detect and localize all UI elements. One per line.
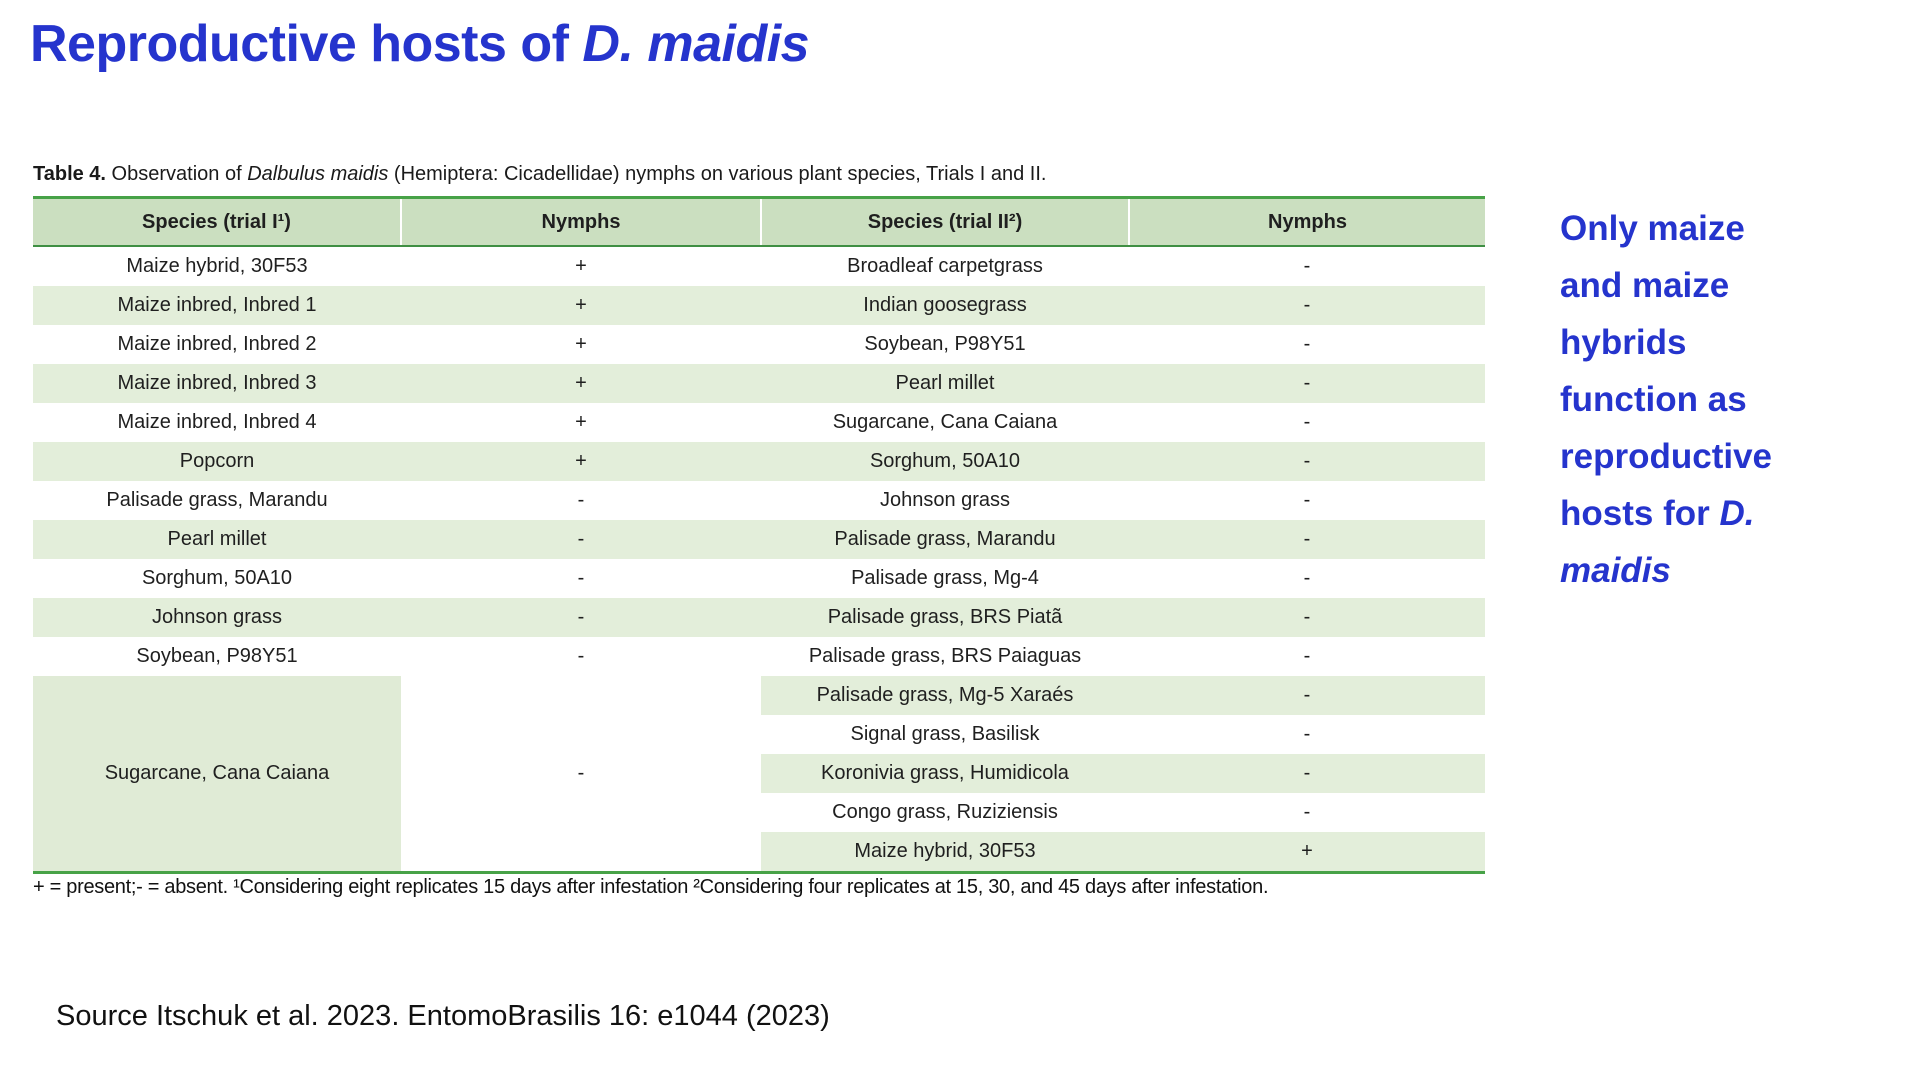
table-row: Pearl millet - Palisade grass, Marandu - [33,520,1485,559]
nymphs-trial2-cell: - [1129,520,1485,559]
page-title: Reproductive hosts of D. maidis [30,14,810,74]
species-trial2-cell: Maize hybrid, 30F53 [761,832,1129,873]
nymphs-trial2-cell: - [1129,442,1485,481]
nymphs-trial1-cell: + [401,246,761,286]
callout-species-italic: D. [1719,494,1755,533]
species-trial1-cell: Maize inbred, Inbred 2 [33,325,401,364]
species-trial1-cell: Popcorn [33,442,401,481]
species-trial1-cell: Johnson grass [33,598,401,637]
species-trial2-cell: Palisade grass, Mg-5 Xaraés [761,676,1129,715]
species-trial2-cell: Indian goosegrass [761,286,1129,325]
nymphs-trial2-cell: + [1129,832,1485,873]
nymphs-trial2-cell: - [1129,598,1485,637]
column-header-nymphs-trial1: Nymphs [400,197,761,247]
nymphs-trial1-cell: + [401,325,761,364]
species-trial1-cell: Palisade grass, Marandu [33,481,401,520]
species-trial2-cell: Pearl millet [761,364,1129,403]
table-row: Maize inbred, Inbred 4 + Sugarcane, Cana C… [33,403,1485,442]
species-trial1-cell: Maize inbred, Inbred 1 [33,286,401,325]
nymphs-trial2-cell: - [1129,364,1485,403]
table-row: Maize hybrid, 30F53 + Broadleaf carpetgras… [33,246,1485,286]
species-trial2-cell: Palisade grass, Mg-4 [761,559,1129,598]
species-trial2-cell: Johnson grass [761,481,1129,520]
table-caption-text: Observation of [106,163,248,185]
species-trial2-cell: Palisade grass, BRS Paiaguas [761,637,1129,676]
table-row: Soybean, P98Y51- Palisade grass, BRS Paia… [33,637,1485,676]
nymphs-trial1-cell: - [401,559,761,598]
nymphs-trial1-cell: + [401,364,761,403]
species-trial2-cell: Sugarcane, Cana Caiana [761,403,1129,442]
species-trial2-cell: Soybean, P98Y51 [761,325,1129,364]
nymphs-trial2-cell: - [1129,637,1485,676]
table-row: Popcorn + Sorghum, 50A10- [33,442,1485,481]
species-trial2-cell: Congo grass, Ruziziensis [761,793,1129,832]
table-row: Sorghum, 50A10- Palisade grass, Mg-4- [33,559,1485,598]
nymphs-trial2-cell: - [1129,676,1485,715]
column-header-nymphs-trial2: Nymphs [1128,197,1485,247]
callout-line: maidis [1560,542,1890,599]
table-caption-label: Table 4. [33,163,106,185]
nymphs-trial2-cell: - [1129,325,1485,364]
table-row: Maize inbred, Inbred 3 + Pearl millet - [33,364,1485,403]
table-row: Signal grass, Basilisk - [33,715,1485,754]
column-header-species-trial1: Species (trial I¹) [33,197,401,247]
callout-line: and maize [1560,266,1730,305]
species-trial1-cell: Pearl millet [33,520,401,559]
species-table: Species (trial I¹) Nymphs Species (trial… [33,196,1485,874]
species-trial1-cell: Maize hybrid, 30F53 [33,246,401,286]
page-title-species-italic: D. maidis [582,15,810,73]
column-header-species-trial2: Species (trial II²) [760,197,1129,247]
nymphs-trial1-cell: - [401,520,761,559]
table-caption: Table 4. Observation of Dalbulus maidis … [33,163,1485,186]
nymphs-trial2-cell: - [1129,559,1485,598]
nymphs-trial2-cell: - [1129,715,1485,754]
table-footnote: + = present;- = absent. ¹Considering eig… [33,876,1269,898]
merged-species-cell: Sugarcane, Cana Caiana [33,676,401,873]
species-trial2-cell: Signal grass, Basilisk [761,715,1129,754]
nymphs-trial1-cell: - [401,481,761,520]
nymphs-trial1-cell: - [401,637,761,676]
nymphs-trial1-cell: - [401,598,761,637]
source-citation: Source Itschuk et al. 2023. EntomoBrasil… [56,1000,830,1032]
table-row: Johnson grass - Palisade grass, BRS Piatã - [33,598,1485,637]
page-title-text: Reproductive hosts of [30,15,583,73]
callout-line: hybrids [1560,323,1687,362]
callout-line: hosts for D. [1560,494,1755,533]
nymphs-trial2-cell: - [1129,481,1485,520]
species-trial2-cell: Palisade grass, BRS Piatã [761,598,1129,637]
merged-nymphs-cell: - [401,676,761,873]
callout-line: Only maize [1560,209,1745,248]
table-row: Maize hybrid, 30F53 + [33,832,1485,873]
table-row: Maize inbred, Inbred 1 + Indian goosegrass… [33,286,1485,325]
nymphs-trial2-cell: - [1129,246,1485,286]
callout-species-italic: maidis [1560,551,1671,590]
nymphs-trial2-cell: - [1129,754,1485,793]
table-row: Maize inbred, Inbred 2 + Soybean, P98Y51- [33,325,1485,364]
nymphs-trial1-cell: + [401,403,761,442]
nymphs-trial2-cell: - [1129,403,1485,442]
table-row: Congo grass, Ruziziensis - [33,793,1485,832]
callout-text: Only maize and maize hybrids function as rep… [1560,200,1890,599]
callout-line: function as [1560,380,1747,419]
nymphs-trial1-cell: + [401,286,761,325]
species-trial2-cell: Palisade grass, Marandu [761,520,1129,559]
table-header-row: Species (trial I¹) Nymphs Species (trial… [33,197,1485,247]
species-trial1-cell: Soybean, P98Y51 [33,637,401,676]
species-trial1-cell: Maize inbred, Inbred 3 [33,364,401,403]
table-row: Sugarcane, Cana Caiana - Palisade grass, M… [33,676,1485,873]
table-row: Palisade grass, Marandu - Johnson grass - [33,481,1485,520]
species-trial2-cell: Sorghum, 50A10 [761,442,1129,481]
nymphs-trial2-cell: - [1129,286,1485,325]
species-trial2-cell: Broadleaf carpetgrass [761,246,1129,286]
table-row: Koronivia grass, Humidicola - [33,754,1485,793]
table-caption-text-after: (Hemiptera: Cicadellidae) nymphs on vari… [388,163,1047,185]
species-trial1-cell: Sorghum, 50A10 [33,559,401,598]
table-caption-species-italic: Dalbulus maidis [247,163,389,185]
species-trial1-cell: Maize inbred, Inbred 4 [33,403,401,442]
species-trial2-cell: Koronivia grass, Humidicola [761,754,1129,793]
callout-line: reproductive [1560,437,1772,476]
nymphs-trial2-cell: - [1129,793,1485,832]
nymphs-trial1-cell: + [401,442,761,481]
